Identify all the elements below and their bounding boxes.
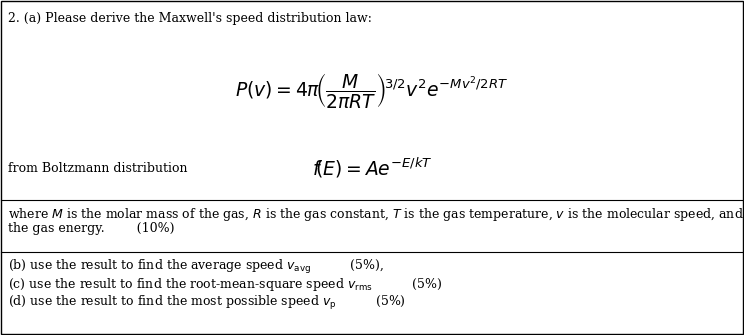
Text: (c) use the result to find the root-mean-square speed $v_\mathrm{rms}$          : (c) use the result to find the root-mean… [8,276,442,293]
Text: from Boltzmann distribution: from Boltzmann distribution [8,161,187,175]
Text: $P(v) = 4\pi\!\left(\dfrac{M}{2\pi RT}\right)^{\!3/2} v^2 e^{-Mv^2/2RT}$: $P(v) = 4\pi\!\left(\dfrac{M}{2\pi RT}\r… [235,70,509,110]
Text: (d) use the result to find the most possible speed $v_\mathrm{p}$          (5%): (d) use the result to find the most poss… [8,294,405,312]
Text: 2. (a) Please derive the Maxwell's speed distribution law:: 2. (a) Please derive the Maxwell's speed… [8,12,372,25]
Text: $f\!\left(E\right)= Ae^{-E/kT}$: $f\!\left(E\right)= Ae^{-E/kT}$ [312,156,432,180]
Text: the gas energy.        (10%): the gas energy. (10%) [8,222,175,235]
Text: (b) use the result to find the average speed $v_\mathrm{avg}$          (5%),: (b) use the result to find the average s… [8,258,384,276]
Text: where $M$ is the molar mass of the gas, $R$ is the gas constant, $T$ is the gas : where $M$ is the molar mass of the gas, … [8,206,744,223]
